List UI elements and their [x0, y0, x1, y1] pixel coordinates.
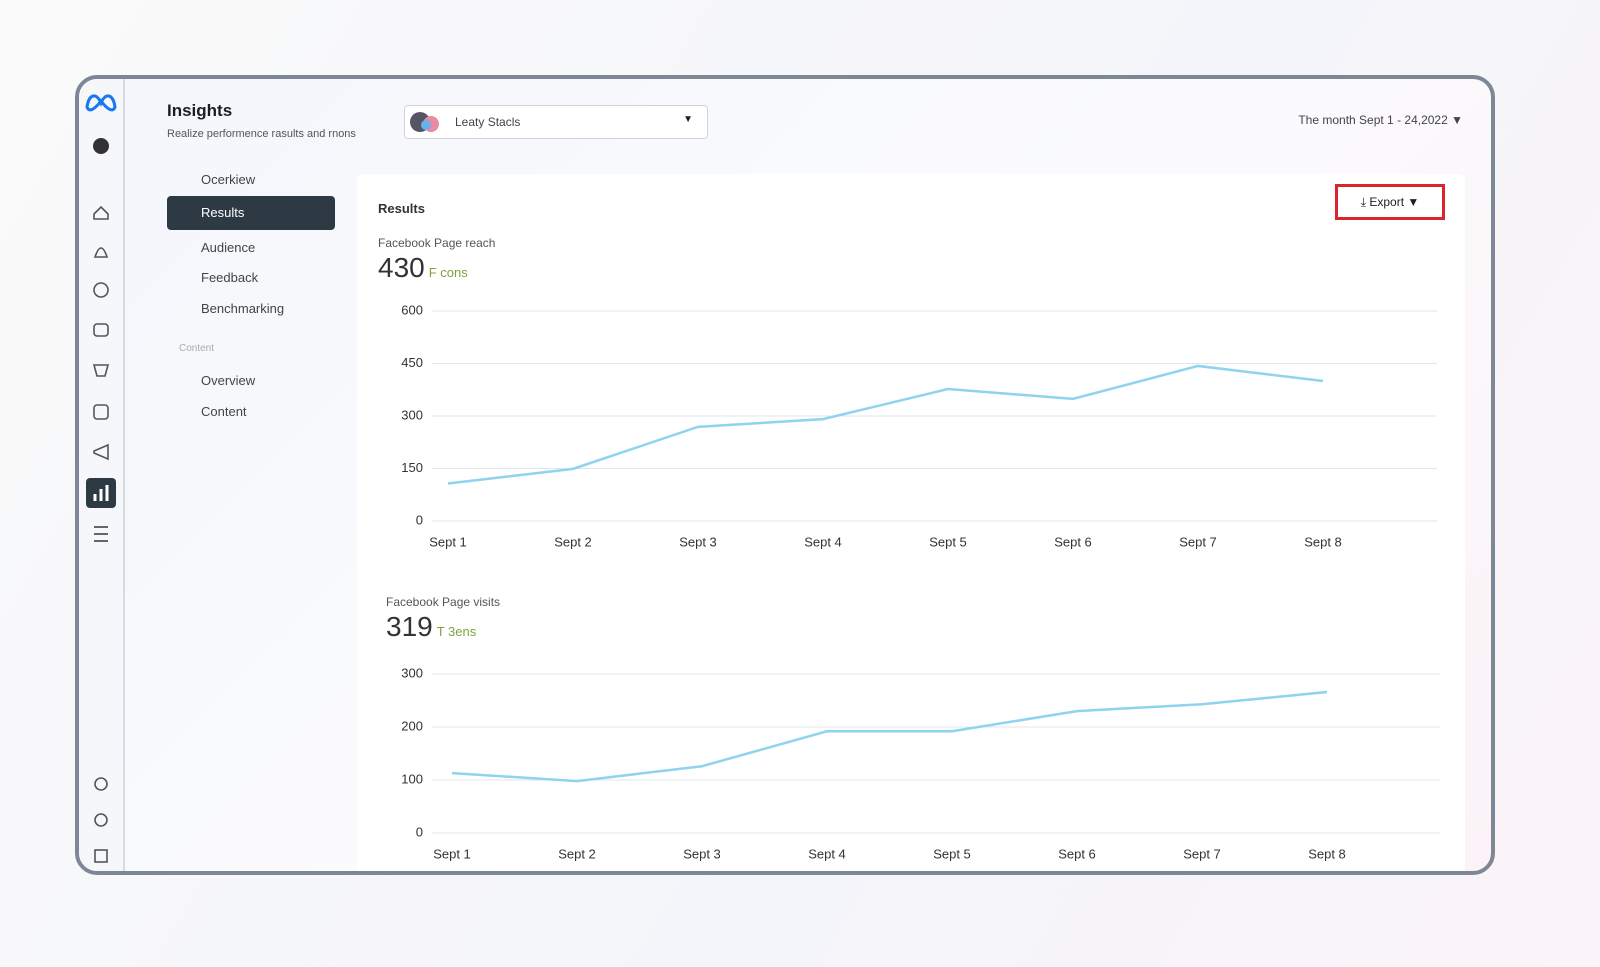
menu-item[interactable]: Feedback: [201, 270, 259, 285]
shop-icon[interactable]: [92, 364, 110, 377]
date-range-text: The month Sept 1 - 24,2022: [1298, 113, 1448, 127]
x-tick-label: Sept 8: [1308, 846, 1346, 861]
x-tick-label: Sept 1: [433, 846, 471, 861]
x-tick-label: Sept 4: [804, 534, 842, 549]
x-tick-label: Sept 1: [429, 534, 467, 549]
page-name: Leaty Stacls: [455, 115, 521, 129]
meta-logo[interactable]: [85, 94, 117, 112]
feedback-icon[interactable]: [94, 849, 108, 863]
panel-title: Results: [378, 201, 425, 216]
metric-row: 319 T 3ens: [386, 611, 476, 643]
bell-icon[interactable]: [93, 247, 109, 258]
x-tick-label: Sept 3: [679, 534, 717, 549]
metric-row: 430 F cons: [378, 252, 468, 284]
avatar[interactable]: [93, 138, 109, 154]
y-tick-label: 0: [416, 512, 423, 527]
metric-change: T 3ens: [436, 624, 477, 639]
x-tick-label: Sept 4: [808, 846, 846, 861]
menu-item[interactable]: Audience: [201, 240, 256, 255]
y-tick-label: 150: [401, 460, 423, 475]
date-range[interactable]: The month Sept 1 - 24,2022 ▼: [1298, 113, 1463, 127]
data-line: [447, 364, 1324, 485]
x-tick-label: Sept 3: [683, 846, 721, 861]
data-line: [451, 690, 1328, 783]
x-tick-label: Sept 8: [1304, 534, 1342, 549]
y-tick-label: 200: [401, 718, 423, 733]
menu-item[interactable]: Results: [167, 196, 335, 230]
x-tick-label: Sept 5: [933, 846, 971, 861]
icon-rail: [79, 79, 125, 871]
metric-change: F cons: [428, 265, 468, 280]
x-tick-label: Sept 6: [1058, 846, 1096, 861]
page-subtitle: Realize performence rasults and rnons: [167, 128, 356, 140]
y-tick-label: 600: [401, 302, 423, 317]
help-icon[interactable]: [94, 813, 108, 827]
x-tick-label: Sept 2: [554, 534, 592, 549]
results-panel: Results ⤓ Export ▼ Facebook Page reach 43…: [357, 174, 1465, 871]
menu-item[interactable]: Ocerkiew: [201, 172, 256, 187]
metric-total: 430: [378, 252, 425, 283]
export-button[interactable]: ⤓ Export ▼: [1335, 184, 1445, 220]
chat-icon[interactable]: [93, 282, 109, 298]
menu-item[interactable]: Overview: [201, 373, 256, 388]
campaign-icon[interactable]: [93, 443, 109, 461]
x-tick-label: Sept 7: [1179, 534, 1217, 549]
settings-icon[interactable]: [94, 777, 108, 791]
ads-icon[interactable]: [93, 323, 109, 337]
y-tick-label: 450: [401, 355, 423, 370]
page-avatars: [410, 112, 439, 132]
x-tick-label: Sept 6: [1054, 534, 1092, 549]
metric-label: Facebook Page reach: [378, 236, 496, 250]
dropdown-caret: ▼: [683, 114, 693, 125]
y-tick-label: 0: [416, 824, 423, 839]
app-window: Insights Realize performence rasults and…: [75, 75, 1495, 875]
page-selector[interactable]: Leaty Stacls ▼: [404, 105, 708, 139]
rail-icons: [85, 94, 117, 863]
x-tick-label: Sept 7: [1183, 846, 1221, 861]
y-tick-label: 300: [401, 665, 423, 680]
page-title: Insights: [167, 101, 233, 120]
y-tick-label: 300: [401, 407, 423, 422]
menu-item[interactable]: Benchmarking: [201, 301, 285, 316]
y-tick-label: 100: [401, 771, 423, 786]
home-icon[interactable]: [93, 205, 109, 220]
metric-total: 319: [386, 611, 433, 642]
export-label: Export: [1369, 195, 1405, 209]
x-tick-label: Sept 2: [558, 846, 596, 861]
metric-label: Facebook Page visits: [386, 595, 501, 609]
menu-item[interactable]: Content: [201, 404, 247, 419]
x-tick-label: Sept 5: [929, 534, 967, 549]
content-icon[interactable]: [93, 404, 109, 420]
menu-section: Content: [179, 343, 215, 354]
